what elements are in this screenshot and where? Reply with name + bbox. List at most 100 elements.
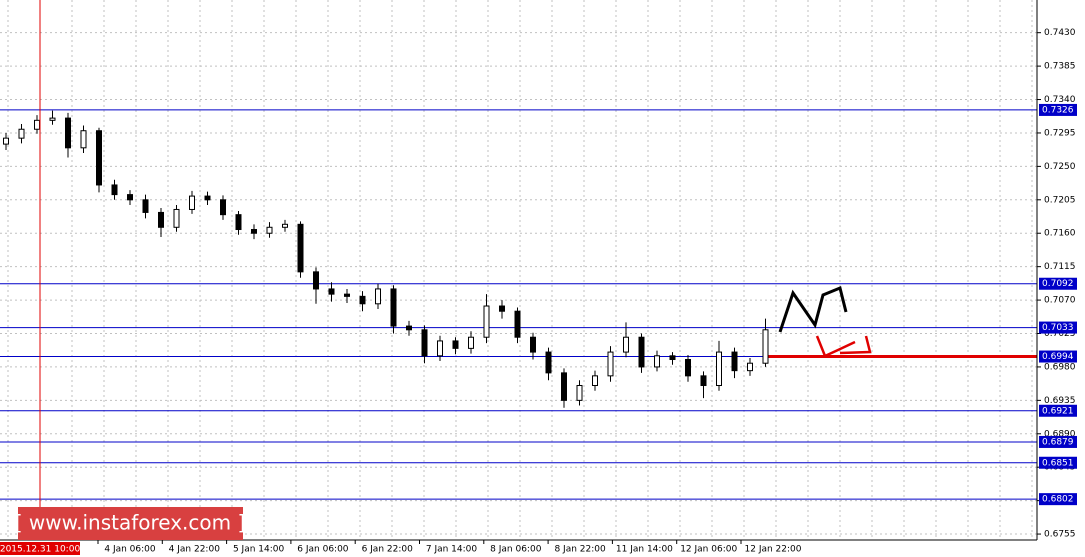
candle-body — [235, 214, 242, 231]
candle-body — [545, 351, 552, 374]
candle-body — [654, 355, 660, 368]
x-tick-label: 6 Jan 22:00 — [362, 545, 414, 555]
level-label-box — [1039, 103, 1077, 116]
y-tick-label: 0.7115 — [1044, 262, 1076, 272]
level-label: 0.6921 — [1042, 406, 1074, 416]
candle-body — [142, 199, 149, 213]
x-tick-label: 12 Jan 22:00 — [745, 545, 802, 555]
candle-body — [189, 195, 195, 210]
x-tick-label: 11 Jan 14:00 — [616, 545, 673, 555]
candle-body — [282, 223, 288, 228]
candle-body — [390, 288, 397, 327]
y-tick-label: 0.7385 — [1044, 62, 1076, 72]
y-tick-label: 0.7160 — [1044, 229, 1076, 239]
candle-body — [111, 184, 118, 196]
y-tick-label: 0.6980 — [1044, 362, 1076, 372]
candle-body — [220, 199, 226, 216]
level-label: 0.6879 — [1042, 437, 1074, 447]
candle-body — [359, 295, 366, 305]
y-tick-label: 0.7070 — [1044, 296, 1076, 306]
level-label: 0.7033 — [1042, 323, 1074, 333]
candle-body — [716, 351, 722, 387]
time-marker-label: 2015.12.31 10:00 — [0, 545, 80, 555]
x-tick-label: 7 Jan 14:00 — [426, 545, 478, 555]
level-label: 0.6994 — [1042, 352, 1074, 362]
x-tick-label: 4 Jan 06:00 — [104, 545, 156, 555]
candle-body — [328, 288, 335, 295]
candle-body — [65, 117, 71, 149]
candle-body — [297, 223, 304, 273]
candle-body — [96, 130, 102, 186]
y-tick-label: 0.7025 — [1044, 329, 1076, 339]
y-tick-label: 0.6935 — [1044, 396, 1076, 406]
candle-body — [762, 329, 769, 364]
y-tick-label: 0.7430 — [1044, 28, 1076, 38]
candle-body — [623, 336, 629, 353]
level-label-box — [1039, 321, 1077, 334]
candle-body — [251, 229, 257, 234]
x-tick-label: 8 Jan 22:00 — [554, 545, 606, 555]
x-tick-label: 4 Jan 22:00 — [169, 545, 221, 555]
watermark-box — [18, 507, 243, 540]
x-tick-label: 8 Jan 06:00 — [490, 545, 542, 555]
candle-body — [49, 117, 56, 121]
candle-body — [530, 336, 536, 353]
forecast-arrow — [778, 285, 848, 333]
y-tick-label: 0.6890 — [1044, 429, 1076, 439]
candle-body — [685, 359, 691, 377]
candle-body — [731, 351, 738, 372]
levels — [0, 109, 1037, 500]
candle-body — [483, 305, 490, 338]
x-tick-label: 5 Jan 14:00 — [233, 545, 285, 555]
candle-body — [468, 336, 474, 349]
level-label: 0.7092 — [1042, 279, 1074, 289]
level-label: 0.7326 — [1042, 105, 1074, 115]
time-marker-box — [0, 542, 80, 555]
y-tick-label: 0.7340 — [1044, 95, 1076, 105]
candle-body — [421, 329, 428, 357]
candle-body — [452, 340, 459, 349]
candles — [3, 110, 769, 408]
level-label-box — [1039, 456, 1077, 469]
candle-body — [344, 293, 350, 297]
level-label: 0.6851 — [1042, 458, 1074, 468]
candle-body — [173, 208, 180, 228]
candle-body — [592, 375, 598, 387]
candle-body — [204, 195, 211, 201]
y-tick-label: 0.7295 — [1044, 128, 1076, 138]
y-tick-label: 0.6755 — [1044, 530, 1076, 540]
forecast-arrow-alt — [815, 335, 856, 358]
candle-body — [406, 325, 412, 331]
candle-body — [747, 362, 753, 372]
candle-body — [80, 130, 87, 149]
candle-body — [638, 336, 645, 368]
candle-body — [700, 375, 707, 387]
x-tick-label: 12 Jan 06:00 — [680, 545, 737, 555]
candle-body — [514, 310, 521, 338]
candle-body — [313, 271, 319, 290]
candle-body — [34, 119, 40, 130]
candle-body — [158, 211, 164, 228]
grid — [0, 0, 1037, 540]
candle-body — [499, 305, 505, 312]
candle-body — [3, 137, 9, 145]
candle-body — [375, 288, 381, 305]
candle-body — [576, 385, 583, 401]
level-label-box — [1039, 277, 1077, 290]
x-tick-label: 6 Jan 06:00 — [297, 545, 349, 555]
level-label-box — [1039, 435, 1077, 448]
candle-body — [266, 226, 273, 234]
candle-body — [18, 128, 25, 139]
level-label-box — [1039, 493, 1077, 506]
axis-labels: 0.7430 0.7385 0.7340 0.7295 0.7250 0.7205 0.71… — [97, 28, 1077, 555]
candle-body — [127, 194, 133, 201]
level-label-box — [1039, 404, 1077, 417]
candle-body — [561, 372, 567, 401]
candle-body — [437, 340, 443, 357]
candle-body — [669, 355, 676, 361]
candle-body — [607, 351, 614, 377]
y-tick-label: 0.7250 — [1044, 162, 1076, 172]
